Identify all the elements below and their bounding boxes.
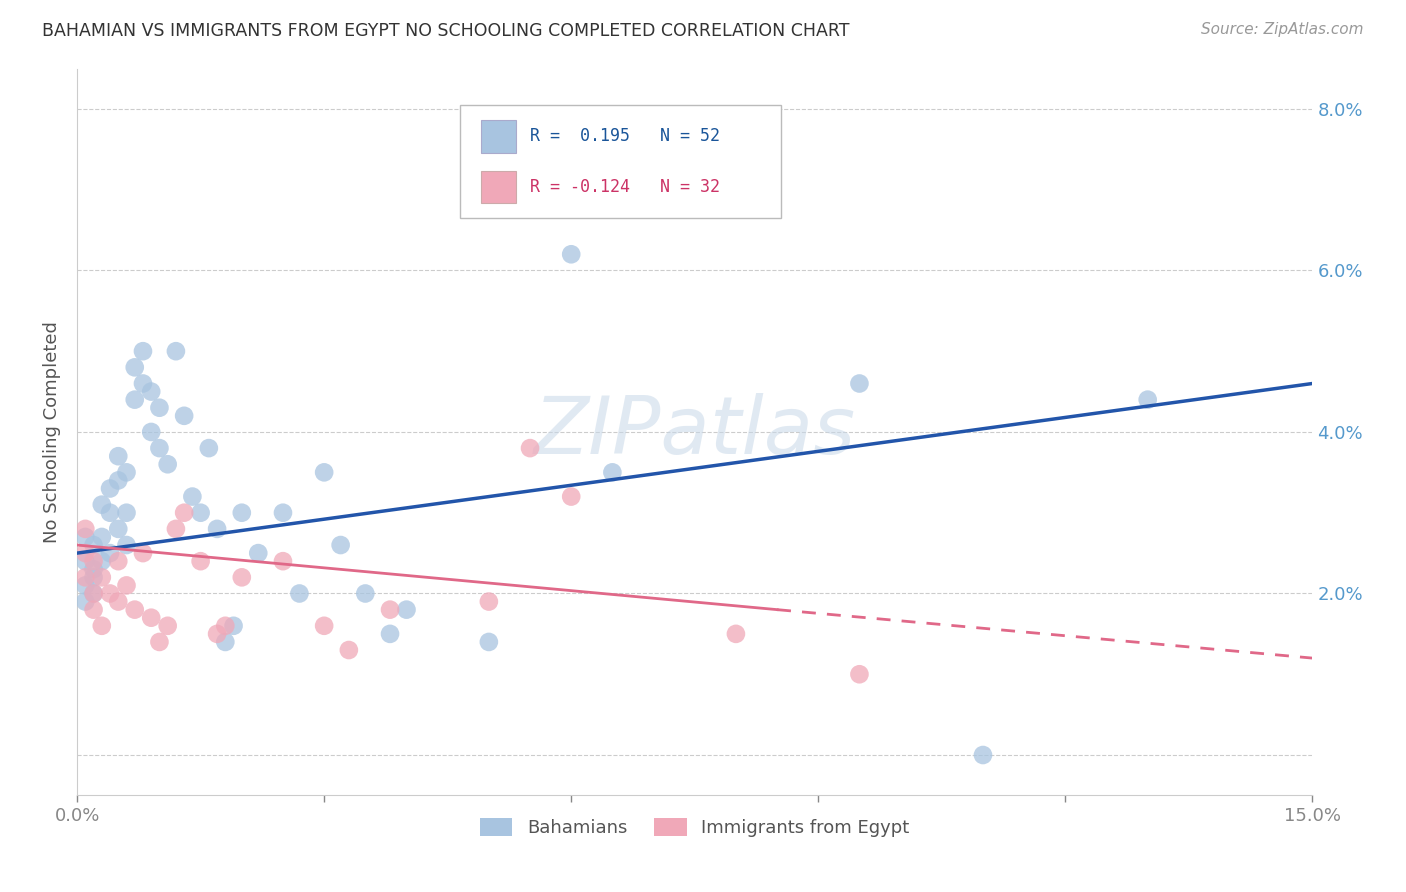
Point xyxy=(271,506,294,520)
Point xyxy=(222,619,245,633)
Point xyxy=(329,538,352,552)
Point xyxy=(247,546,270,560)
Point xyxy=(98,546,121,560)
Point xyxy=(98,482,121,496)
Point xyxy=(75,530,97,544)
Point xyxy=(141,425,163,439)
Point xyxy=(90,570,112,584)
Legend: Bahamians, Immigrants from Egypt: Bahamians, Immigrants from Egypt xyxy=(472,811,917,845)
Point xyxy=(156,457,179,471)
Text: ZIPatlas: ZIPatlas xyxy=(534,393,856,471)
Point xyxy=(378,627,401,641)
Point xyxy=(724,627,747,641)
Y-axis label: No Schooling Completed: No Schooling Completed xyxy=(44,321,60,543)
Point xyxy=(1136,392,1159,407)
Point xyxy=(848,667,870,681)
FancyBboxPatch shape xyxy=(460,105,782,218)
Point xyxy=(107,594,129,608)
Text: R = -0.124   N = 32: R = -0.124 N = 32 xyxy=(530,178,720,196)
Point xyxy=(141,611,163,625)
Point xyxy=(602,466,624,480)
Point xyxy=(560,490,582,504)
Point xyxy=(205,522,228,536)
Point xyxy=(198,441,221,455)
FancyBboxPatch shape xyxy=(481,120,516,153)
Point xyxy=(848,376,870,391)
Point xyxy=(115,466,138,480)
Point xyxy=(75,546,97,560)
Point xyxy=(98,506,121,520)
Point xyxy=(75,594,97,608)
Point xyxy=(124,360,146,375)
Point xyxy=(83,586,105,600)
Point xyxy=(148,441,170,455)
Point xyxy=(98,586,121,600)
Point xyxy=(83,554,105,568)
Point xyxy=(83,602,105,616)
Point xyxy=(231,506,253,520)
FancyBboxPatch shape xyxy=(481,170,516,203)
Point xyxy=(115,538,138,552)
Point xyxy=(107,474,129,488)
Point xyxy=(314,619,336,633)
Point xyxy=(165,344,187,359)
Point xyxy=(478,594,501,608)
Text: R =  0.195   N = 52: R = 0.195 N = 52 xyxy=(530,128,720,145)
Point xyxy=(288,586,311,600)
Point xyxy=(173,409,195,423)
Point xyxy=(75,570,97,584)
Point xyxy=(165,522,187,536)
Point xyxy=(75,554,97,568)
Point xyxy=(115,506,138,520)
Point xyxy=(214,619,236,633)
Point xyxy=(75,522,97,536)
Point xyxy=(124,392,146,407)
Point xyxy=(132,376,155,391)
Text: Source: ZipAtlas.com: Source: ZipAtlas.com xyxy=(1201,22,1364,37)
Point xyxy=(271,554,294,568)
Point xyxy=(354,586,377,600)
Point xyxy=(173,506,195,520)
Point xyxy=(560,247,582,261)
Point xyxy=(190,506,212,520)
Point xyxy=(90,554,112,568)
Point xyxy=(83,538,105,552)
Point xyxy=(90,498,112,512)
Point xyxy=(107,554,129,568)
Point xyxy=(519,441,541,455)
Point xyxy=(395,602,418,616)
Point xyxy=(83,586,105,600)
Point xyxy=(231,570,253,584)
Point xyxy=(478,635,501,649)
Point xyxy=(378,602,401,616)
Point xyxy=(90,530,112,544)
Point xyxy=(83,570,105,584)
Point xyxy=(205,627,228,641)
Text: BAHAMIAN VS IMMIGRANTS FROM EGYPT NO SCHOOLING COMPLETED CORRELATION CHART: BAHAMIAN VS IMMIGRANTS FROM EGYPT NO SCH… xyxy=(42,22,849,40)
Point xyxy=(314,466,336,480)
Point xyxy=(181,490,204,504)
Point xyxy=(156,619,179,633)
Point xyxy=(148,401,170,415)
Point xyxy=(148,635,170,649)
Point xyxy=(107,449,129,463)
Point xyxy=(214,635,236,649)
Point xyxy=(90,619,112,633)
Point xyxy=(107,522,129,536)
Point xyxy=(83,562,105,576)
Point xyxy=(190,554,212,568)
Point xyxy=(115,578,138,592)
Point xyxy=(132,546,155,560)
Point xyxy=(132,344,155,359)
Point xyxy=(75,578,97,592)
Point xyxy=(972,747,994,762)
Point xyxy=(124,602,146,616)
Point xyxy=(337,643,360,657)
Point xyxy=(141,384,163,399)
